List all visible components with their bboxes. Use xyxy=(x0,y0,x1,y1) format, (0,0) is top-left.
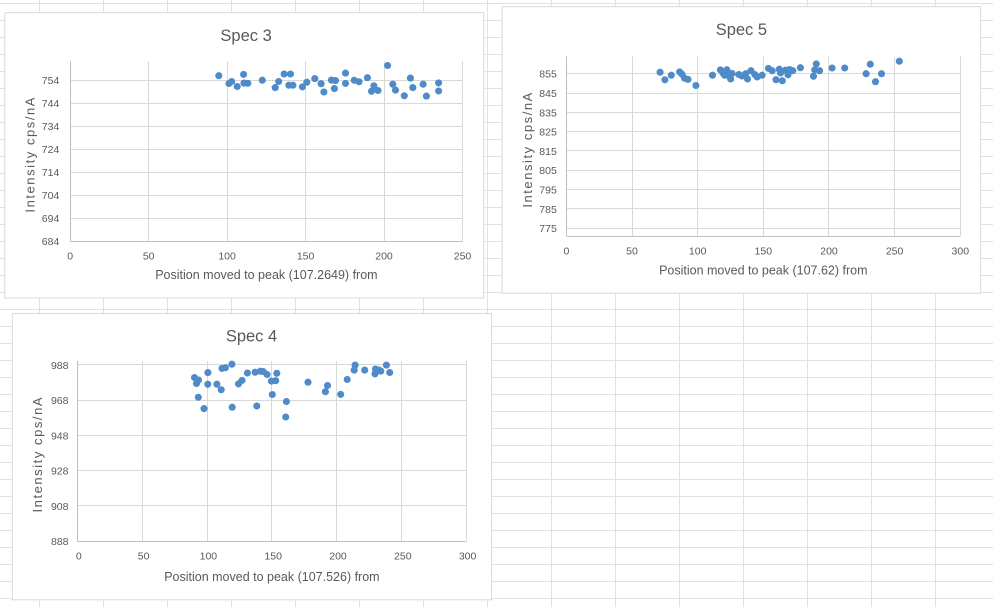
svg-text:744: 744 xyxy=(42,98,60,110)
svg-text:Spec 3: Spec 3 xyxy=(220,27,271,45)
svg-text:855: 855 xyxy=(539,69,557,81)
svg-text:Intensity cps/nA: Intensity cps/nA xyxy=(520,91,535,208)
svg-text:50: 50 xyxy=(143,251,155,263)
svg-text:Position moved to peak (107.26: Position moved to peak (107.2649) from xyxy=(155,268,377,282)
svg-text:928: 928 xyxy=(51,466,69,478)
svg-text:795: 795 xyxy=(539,185,557,197)
svg-text:948: 948 xyxy=(51,430,69,442)
svg-text:250: 250 xyxy=(454,251,472,263)
svg-text:Intensity cps/nA: Intensity cps/nA xyxy=(30,396,45,513)
svg-text:150: 150 xyxy=(264,550,282,562)
svg-text:0: 0 xyxy=(76,550,82,562)
svg-text:Position moved to peak (107.52: Position moved to peak (107.526) from xyxy=(164,570,379,584)
svg-text:200: 200 xyxy=(375,251,393,263)
svg-text:825: 825 xyxy=(539,127,557,139)
svg-text:300: 300 xyxy=(952,245,970,257)
svg-text:50: 50 xyxy=(138,550,150,562)
svg-text:724: 724 xyxy=(42,144,60,156)
svg-text:835: 835 xyxy=(539,107,557,119)
svg-text:754: 754 xyxy=(42,75,60,87)
svg-text:988: 988 xyxy=(51,360,69,372)
svg-text:200: 200 xyxy=(820,245,838,257)
svg-text:50: 50 xyxy=(626,245,638,257)
svg-text:200: 200 xyxy=(329,550,347,562)
svg-text:Spec 5: Spec 5 xyxy=(716,21,767,39)
svg-text:250: 250 xyxy=(886,245,904,257)
svg-text:100: 100 xyxy=(200,550,218,562)
svg-text:Intensity cps/nA: Intensity cps/nA xyxy=(23,96,38,213)
svg-text:714: 714 xyxy=(42,167,60,179)
svg-text:785: 785 xyxy=(539,204,557,216)
svg-text:300: 300 xyxy=(459,550,477,562)
svg-text:908: 908 xyxy=(51,501,69,513)
svg-text:968: 968 xyxy=(51,395,69,407)
svg-text:150: 150 xyxy=(297,251,315,263)
svg-text:775: 775 xyxy=(539,223,557,235)
svg-text:815: 815 xyxy=(539,146,557,158)
svg-text:150: 150 xyxy=(755,245,773,257)
svg-text:888: 888 xyxy=(51,536,69,548)
svg-text:100: 100 xyxy=(218,251,236,263)
svg-text:694: 694 xyxy=(42,213,60,225)
svg-text:Position moved to peak (107.62: Position moved to peak (107.62) from xyxy=(659,263,867,277)
svg-text:704: 704 xyxy=(42,190,60,202)
svg-text:734: 734 xyxy=(42,121,60,133)
svg-text:805: 805 xyxy=(539,165,557,177)
svg-text:100: 100 xyxy=(689,245,707,257)
svg-text:250: 250 xyxy=(394,550,412,562)
svg-text:0: 0 xyxy=(563,245,569,257)
svg-text:845: 845 xyxy=(539,88,557,100)
svg-text:684: 684 xyxy=(42,236,60,248)
svg-text:Spec 4: Spec 4 xyxy=(226,328,277,346)
svg-text:0: 0 xyxy=(67,251,73,263)
